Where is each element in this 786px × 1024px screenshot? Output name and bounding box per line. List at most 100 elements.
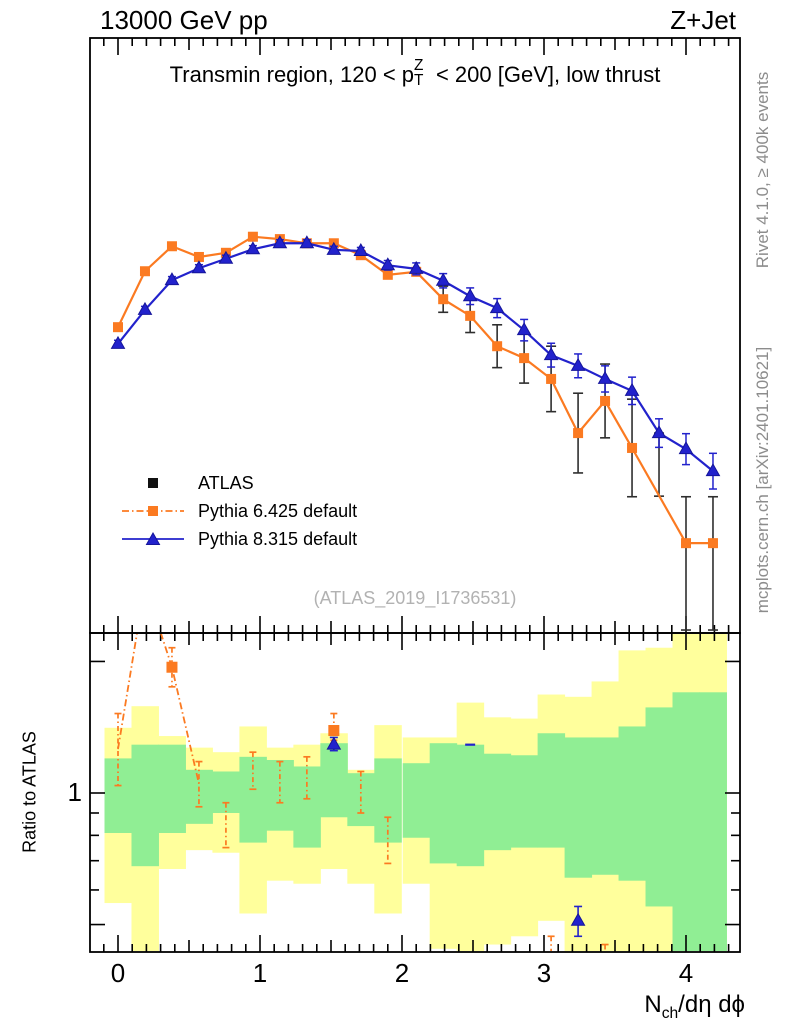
axis-ticks (90, 38, 740, 952)
triangle-marker (489, 300, 505, 314)
legend-label: Pythia 8.315 default (198, 528, 358, 549)
title-suffix: < 200 [GeV], low thrust (429, 62, 661, 87)
square-marker (148, 506, 158, 516)
triangle-marker (462, 288, 478, 302)
band-inner (483, 753, 512, 851)
band-inner (618, 726, 647, 881)
triangle-marker (191, 260, 207, 274)
title-prefix: Transmin region, 120 < p (169, 62, 415, 87)
square-marker (247, 231, 258, 242)
triangle-marker (164, 272, 180, 286)
legend-sample-square (148, 478, 158, 488)
triangle-marker (326, 241, 342, 255)
square-marker (465, 310, 476, 321)
band-inner (591, 737, 620, 875)
square-marker (148, 478, 158, 488)
triangle-marker (408, 260, 424, 274)
square-marker (707, 538, 718, 549)
square-marker (627, 442, 638, 453)
band-inner (104, 758, 132, 833)
mcplots-source-text: mcplots.cern.ch [arXiv:2401.10621] (753, 346, 772, 614)
triangle-marker (678, 441, 694, 455)
triangle-marker (380, 257, 396, 271)
band-inner (456, 744, 485, 867)
triangle-marker (145, 531, 161, 545)
legend-sample-square (122, 506, 184, 516)
triangle-marker (435, 272, 451, 286)
square-marker (681, 538, 691, 549)
legend-item-1: Pythia 6.425 default (120, 497, 357, 525)
band-inner (510, 755, 539, 848)
pythia8-series (110, 235, 721, 490)
legend-label: ATLAS (198, 472, 254, 493)
triangle-marker (705, 463, 721, 477)
x-axis-label: Nch/dη dϕ (440, 991, 745, 1023)
x-tick-label-0: 0 (110, 958, 126, 988)
square-marker (546, 373, 557, 384)
triangle-marker (272, 235, 288, 249)
square-marker (193, 251, 204, 262)
square-marker (438, 294, 449, 305)
band-inner (293, 766, 321, 848)
xlabel-base: N (644, 991, 662, 1018)
pythia6-ratio-line (117, 634, 200, 784)
triangle-marker (110, 335, 126, 349)
atlas-data-error-bars (438, 285, 718, 631)
band-inner (645, 707, 674, 907)
triangle-marker (570, 912, 586, 926)
ratio-content (114, 634, 609, 951)
triangle-marker (570, 357, 586, 371)
triangle-marker (651, 425, 667, 439)
triangle-marker (624, 382, 640, 396)
triangle-marker (516, 322, 532, 336)
triangle-marker (326, 736, 342, 750)
band-inner (131, 744, 159, 867)
ratio-ytick-label: 1 (67, 777, 82, 807)
triangle-marker (299, 235, 315, 249)
triangle-marker (137, 301, 153, 315)
band-inner (537, 733, 566, 848)
band-inner (699, 692, 727, 951)
band-inner (672, 692, 700, 951)
triangle-marker (543, 347, 559, 361)
square-marker (519, 353, 530, 364)
triangle-marker (597, 370, 613, 384)
legend-item-2: Pythia 8.315 default (120, 525, 357, 553)
square-marker (166, 241, 177, 252)
square-marker (492, 341, 503, 352)
beam-energy-label: 13000 GeV pp (100, 5, 268, 35)
x-tick-label-1: 1 (252, 958, 268, 988)
legend-label: Pythia 6.425 default (198, 500, 358, 521)
legend: ATLAS Pythia 6.425 default Pythia 8.315 de… (120, 469, 357, 553)
process-label: Z+Jet (670, 5, 736, 35)
x-tick-label-2: 2 (394, 958, 410, 988)
square-marker (166, 661, 178, 673)
xlabel-rest: /dη dϕ (678, 991, 745, 1018)
square-marker (139, 266, 150, 277)
square-marker (382, 269, 393, 280)
square-marker (113, 322, 123, 333)
band-inner (239, 756, 267, 843)
analysis-watermark: (ATLAS_2019_I1736531) (313, 588, 517, 608)
square-marker (573, 428, 584, 439)
x-tick-label-3: 3 (536, 958, 552, 988)
title-superscript: Z (414, 57, 424, 75)
x-tick-label-4: 4 (678, 958, 694, 988)
triangle-marker (245, 241, 261, 255)
xlabel-subscript: ch (661, 1004, 679, 1022)
legend-item-0: ATLAS (120, 469, 357, 497)
rivet-version-text: Rivet 4.1.0, ≥ 400k events (753, 71, 772, 269)
triangle-marker (353, 242, 369, 257)
square-marker (328, 725, 340, 737)
band-inner (429, 743, 458, 864)
band-inner (402, 763, 431, 838)
ratio-ylabel: Ratio to ATLAS (19, 731, 40, 853)
band-inner (158, 744, 186, 833)
legend-sample-triangle (122, 531, 184, 545)
ratio-uncertainty-bands (104, 634, 727, 951)
band-inner (374, 758, 402, 843)
